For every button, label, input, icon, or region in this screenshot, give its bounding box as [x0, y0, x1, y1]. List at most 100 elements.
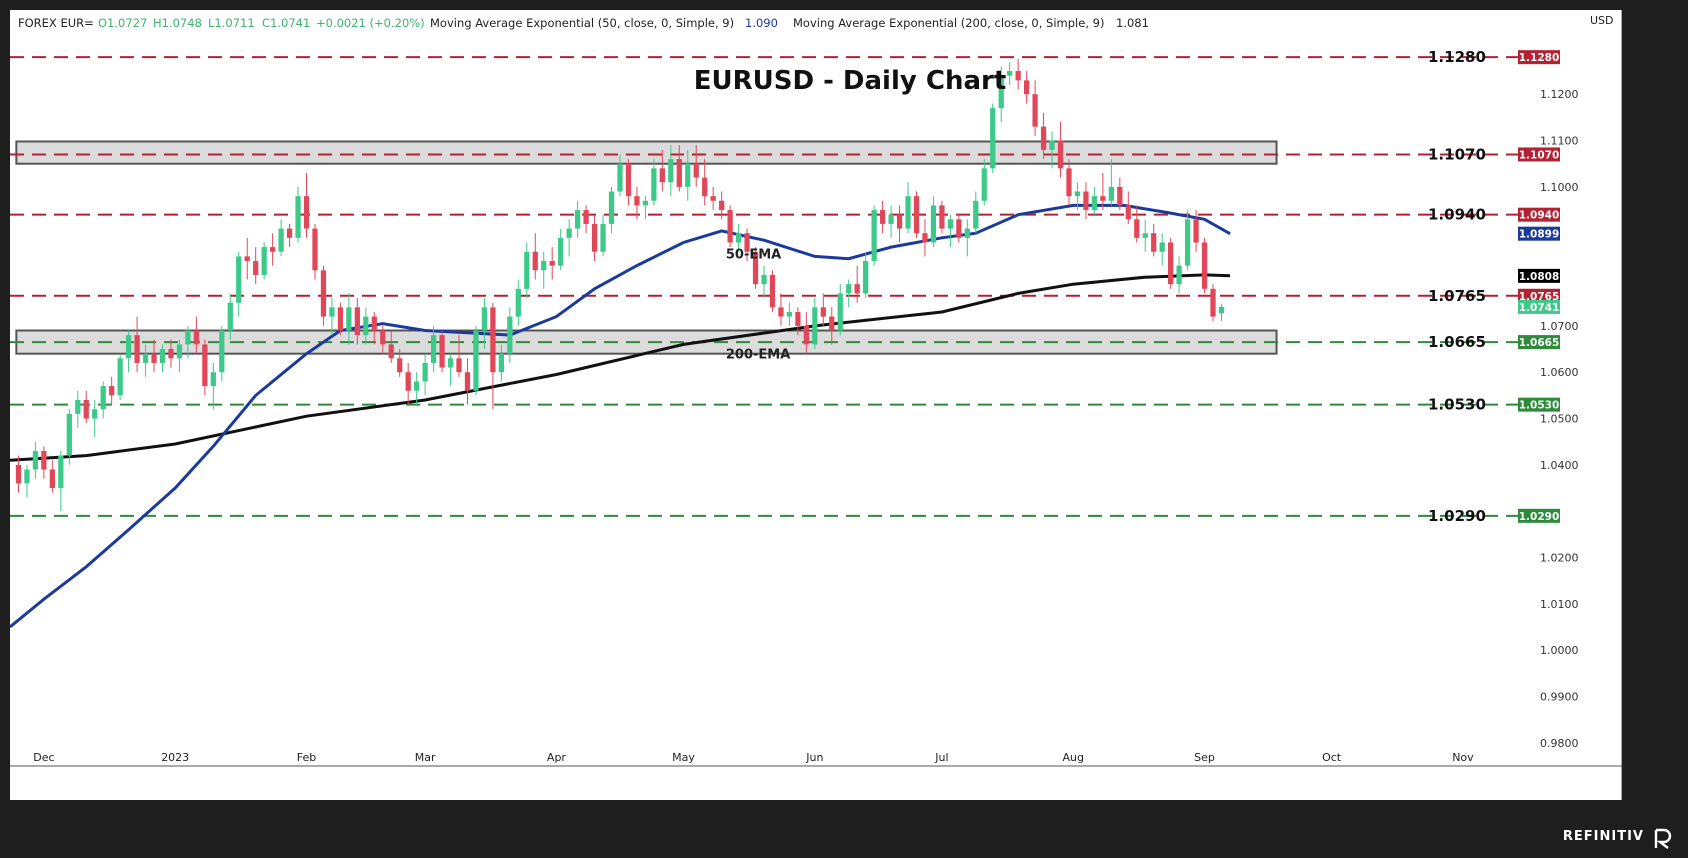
candle-down	[710, 186, 716, 211]
chart-title: EURUSD - Daily Chart	[694, 66, 1007, 96]
candle-down	[1151, 223, 1157, 257]
y-tick-label: 1.0500	[1540, 413, 1579, 426]
candle-up	[981, 159, 987, 206]
candle-body	[651, 168, 657, 201]
candle-body	[1159, 242, 1165, 252]
candle-body	[524, 251, 530, 289]
price-tag-box	[1518, 226, 1560, 241]
candle-down	[702, 159, 708, 206]
candle-body	[329, 307, 335, 317]
candle-down	[752, 247, 759, 289]
price-tag-box	[1518, 147, 1560, 162]
candle-body	[303, 196, 310, 229]
candle-up	[176, 339, 183, 373]
candle-body	[1117, 186, 1123, 206]
candle-body	[278, 228, 284, 252]
currency-label: USD	[1590, 14, 1614, 27]
candle-body	[481, 307, 488, 331]
candle-up	[1176, 256, 1182, 294]
candle-down	[1015, 59, 1021, 90]
price-tag-support: 1.0290	[1518, 508, 1560, 523]
candle-body	[1032, 94, 1038, 127]
candle-down	[922, 219, 928, 257]
candle-down	[1066, 159, 1072, 206]
candle-up	[558, 228, 564, 271]
candle-body	[973, 200, 979, 229]
candle-body	[761, 274, 767, 285]
candle-body	[219, 330, 225, 373]
candle-up	[812, 298, 818, 350]
price-tag-label: 1.0765	[1519, 291, 1560, 303]
candle-up	[117, 353, 123, 400]
candle-body	[337, 307, 344, 331]
candle-body	[744, 233, 750, 252]
candle-body	[532, 251, 538, 271]
candle-body	[896, 214, 903, 229]
candle-up	[863, 251, 869, 299]
ema200-line	[9, 273, 1231, 462]
price-tag-box	[1518, 207, 1560, 222]
candle-up	[566, 219, 572, 257]
candle-body	[405, 372, 411, 391]
candle-down	[380, 325, 386, 354]
x-tick-label: Dec	[33, 751, 54, 764]
plot-area[interactable]: 1.1200 1.1100 1.1000 1.0700 1.0600 1.0500 1.04…	[9, 10, 1623, 800]
candle-body	[464, 372, 471, 391]
level-label: 1.1070	[1428, 145, 1486, 163]
candle-up	[227, 293, 233, 340]
level-label: 1.0940	[1428, 206, 1486, 224]
candle-body	[1218, 306, 1225, 314]
candle-body	[422, 362, 428, 382]
price-zone	[15, 140, 1278, 165]
candle-down	[41, 446, 47, 479]
candle-body	[185, 330, 191, 345]
candle-up	[846, 279, 852, 308]
candle-up	[507, 307, 513, 363]
candle-body	[803, 325, 809, 345]
candle-up	[617, 154, 623, 197]
candle-down	[397, 349, 403, 377]
candle-up	[735, 223, 742, 252]
y-tick-label: 1.1000	[1540, 181, 1579, 194]
chart-svg[interactable]: 1.1200 1.1100 1.1000 1.0700 1.0600 1.0500 1.04…	[9, 10, 1623, 800]
level-label: 1.0665	[1428, 333, 1486, 351]
candle-body	[1168, 242, 1174, 285]
candle-down	[1100, 172, 1106, 211]
candle-body	[32, 450, 39, 470]
candle-body	[676, 159, 682, 187]
candle-up	[786, 302, 793, 326]
candle-body	[354, 307, 360, 336]
candle-body	[549, 261, 555, 266]
candle-body	[574, 210, 581, 229]
candle-body	[1201, 242, 1208, 289]
candle-up	[125, 330, 132, 373]
candle-up	[363, 307, 369, 345]
candle-down	[1125, 191, 1131, 224]
y-tick-label: 1.0100	[1540, 598, 1579, 611]
price-tag-resistance: 1.0765	[1518, 288, 1560, 303]
candle-down	[388, 330, 394, 363]
candle-up	[498, 344, 504, 382]
candle-body	[117, 358, 123, 396]
candle-up	[75, 390, 81, 428]
candle-up	[473, 325, 479, 396]
candle-body	[380, 330, 386, 345]
candle-body	[956, 219, 962, 238]
candle-body	[913, 196, 920, 234]
candle-body	[439, 335, 445, 368]
x-tick-label: May	[672, 751, 695, 764]
candle-up	[58, 450, 64, 512]
y-tick-label: 1.0700	[1540, 320, 1579, 333]
candle-body	[1151, 233, 1157, 252]
candle-body	[295, 196, 301, 238]
symbol-label: FOREX EUR=	[18, 16, 94, 30]
candle-body	[270, 247, 276, 252]
candle-body	[778, 307, 784, 317]
candle-up	[685, 149, 691, 201]
candle-up	[1007, 61, 1013, 85]
candle-body	[634, 196, 640, 206]
candle-up	[100, 381, 106, 419]
candle-down	[270, 233, 276, 266]
candle-body	[312, 228, 318, 271]
x-tick-label: Aug	[1062, 751, 1083, 764]
